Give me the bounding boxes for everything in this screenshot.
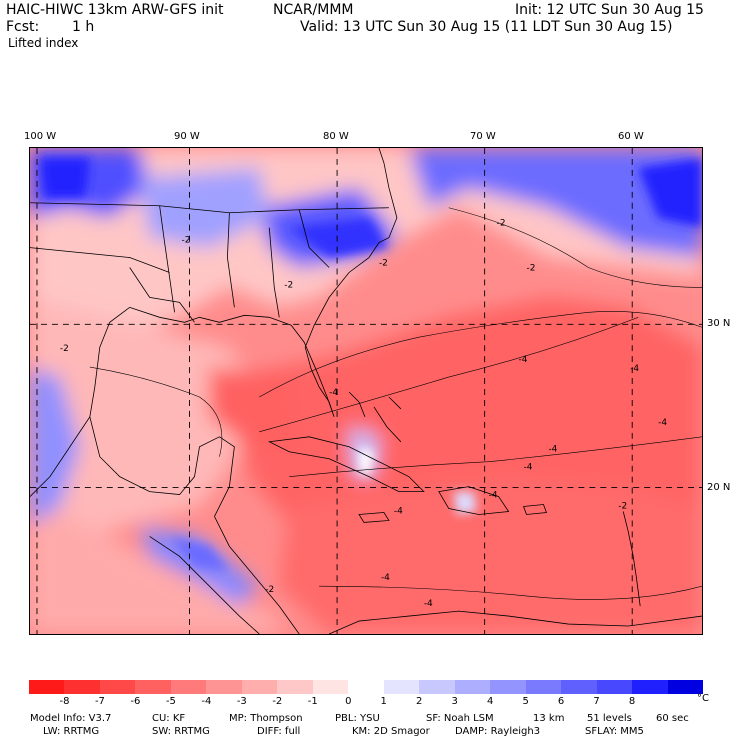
- colorbar-swatch: [632, 680, 669, 694]
- colorbar-swatch: [206, 680, 243, 694]
- info-pbl: PBL: YSU: [335, 713, 380, 724]
- contour-label: -4: [519, 355, 528, 365]
- colorbar-tick-label: 5: [522, 696, 529, 707]
- info-damp: DAMP: Rayleigh3: [455, 726, 541, 737]
- contour-label: -4: [630, 364, 639, 374]
- colorbar-tick-label: -5: [165, 696, 176, 707]
- colorbar: [29, 680, 704, 694]
- contour-label: -4: [381, 573, 390, 583]
- contour-label: -2: [284, 280, 293, 290]
- info-version: Model Info: V3.7: [30, 713, 112, 724]
- contour-label: -2: [497, 219, 506, 229]
- org-label: NCAR/MMM: [273, 2, 354, 18]
- contour-label: -2: [182, 236, 191, 246]
- model-info-line1: Model Info: V3.7 CU: KF MP: Thompson PBL…: [30, 713, 689, 724]
- contour-label: -4: [394, 506, 403, 516]
- contour-label: -2: [618, 502, 627, 512]
- colorbar-swatch: [99, 680, 136, 694]
- colorbar-tick-label: 1: [380, 696, 387, 707]
- colorbar-tick-label: -8: [59, 696, 70, 707]
- info-levels: 51 levels: [587, 713, 632, 724]
- colorbar-swatch: [525, 680, 562, 694]
- lon-label-100w: 100 W: [24, 131, 57, 142]
- colorbar-swatch: [348, 680, 385, 694]
- colorbar-tick-label: -7: [94, 696, 105, 707]
- valid-time: Valid: 13 UTC Sun 30 Aug 15 (11 LDT Sun …: [300, 19, 673, 35]
- colorbar-swatch: [312, 680, 349, 694]
- init-time: Init: 12 UTC Sun 30 Aug 15: [515, 2, 704, 18]
- fcst-label: Fcst:: [6, 19, 40, 35]
- colorbar-unit: °C: [697, 693, 709, 704]
- colorbar-tick-label: 4: [486, 696, 494, 707]
- colorbar-tick-label: -4: [201, 696, 212, 707]
- colorbar-swatch: [454, 680, 491, 694]
- contour-label: -2: [60, 344, 69, 354]
- info-step: 60 sec: [656, 713, 689, 724]
- colorbar-swatch: [490, 680, 527, 694]
- info-lw: LW: RRTMG: [43, 726, 100, 737]
- colorbar-tick-label: 7: [593, 696, 600, 707]
- contours: [89, 207, 702, 600]
- info-km: KM: 2D Smagor: [352, 726, 430, 737]
- lat-label-30n: 30 N: [707, 318, 731, 329]
- lon-label-70w: 70 W: [470, 131, 496, 142]
- colorbar-swatch: [64, 680, 101, 694]
- colorbar-tick-label: -2: [272, 696, 283, 707]
- colorbar-swatch: [561, 680, 598, 694]
- colorbar-tick-label: -3: [236, 696, 247, 707]
- field-name: Lifted index: [8, 36, 79, 50]
- info-sf: SF: Noah LSM: [426, 713, 494, 724]
- colorbar-tick-label: 8: [628, 696, 636, 707]
- contour-label: -4: [489, 491, 498, 501]
- colorbar-swatch: [29, 680, 65, 694]
- colorbar-tick-label: 2: [416, 696, 423, 707]
- lon-label-60w: 60 W: [618, 131, 644, 142]
- colorbar-swatch: [277, 680, 314, 694]
- colorbar-swatch: [419, 680, 456, 694]
- colorbar-swatch: [170, 680, 207, 694]
- colorbar-swatch: [135, 680, 172, 694]
- coastlines: [30, 148, 702, 634]
- colorbar-swatch: [241, 680, 278, 694]
- lifted-index-map: -2 -2 -2 -2 -2 -2 -2 -4 -4 -4 -4 -4 -4 -…: [29, 147, 703, 635]
- contour-label: -4: [548, 445, 557, 455]
- lon-label-90w: 90 W: [174, 131, 200, 142]
- lon-label-80w: 80 W: [323, 131, 349, 142]
- info-diff: DIFF: full: [257, 726, 301, 737]
- contour-label: -2: [527, 263, 536, 273]
- info-sw: SW: RRTMG: [152, 726, 210, 737]
- colorbar-tick-label: -1: [307, 696, 318, 707]
- contour-label: -4: [329, 388, 338, 398]
- info-sflay: SFLAY: MM5: [585, 726, 644, 737]
- info-cu: CU: KF: [152, 713, 186, 724]
- info-res: 13 km: [533, 713, 565, 724]
- contour-label: -4: [424, 599, 433, 609]
- graticule: [30, 148, 702, 634]
- fcst-value: 1 h: [72, 19, 95, 35]
- lat-label-20n: 20 N: [707, 482, 731, 493]
- contour-label: -2: [379, 259, 388, 269]
- model-title: HAIC-HIWC 13km ARW-GFS init: [6, 2, 224, 18]
- info-mp: MP: Thompson: [229, 713, 303, 724]
- colorbar-tick-label: 0: [345, 696, 352, 707]
- contour-label: -4: [658, 418, 667, 428]
- colorbar-tick-label: -6: [130, 696, 141, 707]
- contour-label: -4: [524, 463, 533, 473]
- colorbar-swatch: [383, 680, 420, 694]
- contour-label: -2: [265, 585, 274, 595]
- colorbar-tick-label: 6: [557, 696, 565, 707]
- colorbar-tick-label: 3: [451, 696, 458, 707]
- colorbar-swatch: [667, 680, 704, 694]
- colorbar-swatch: [596, 680, 633, 694]
